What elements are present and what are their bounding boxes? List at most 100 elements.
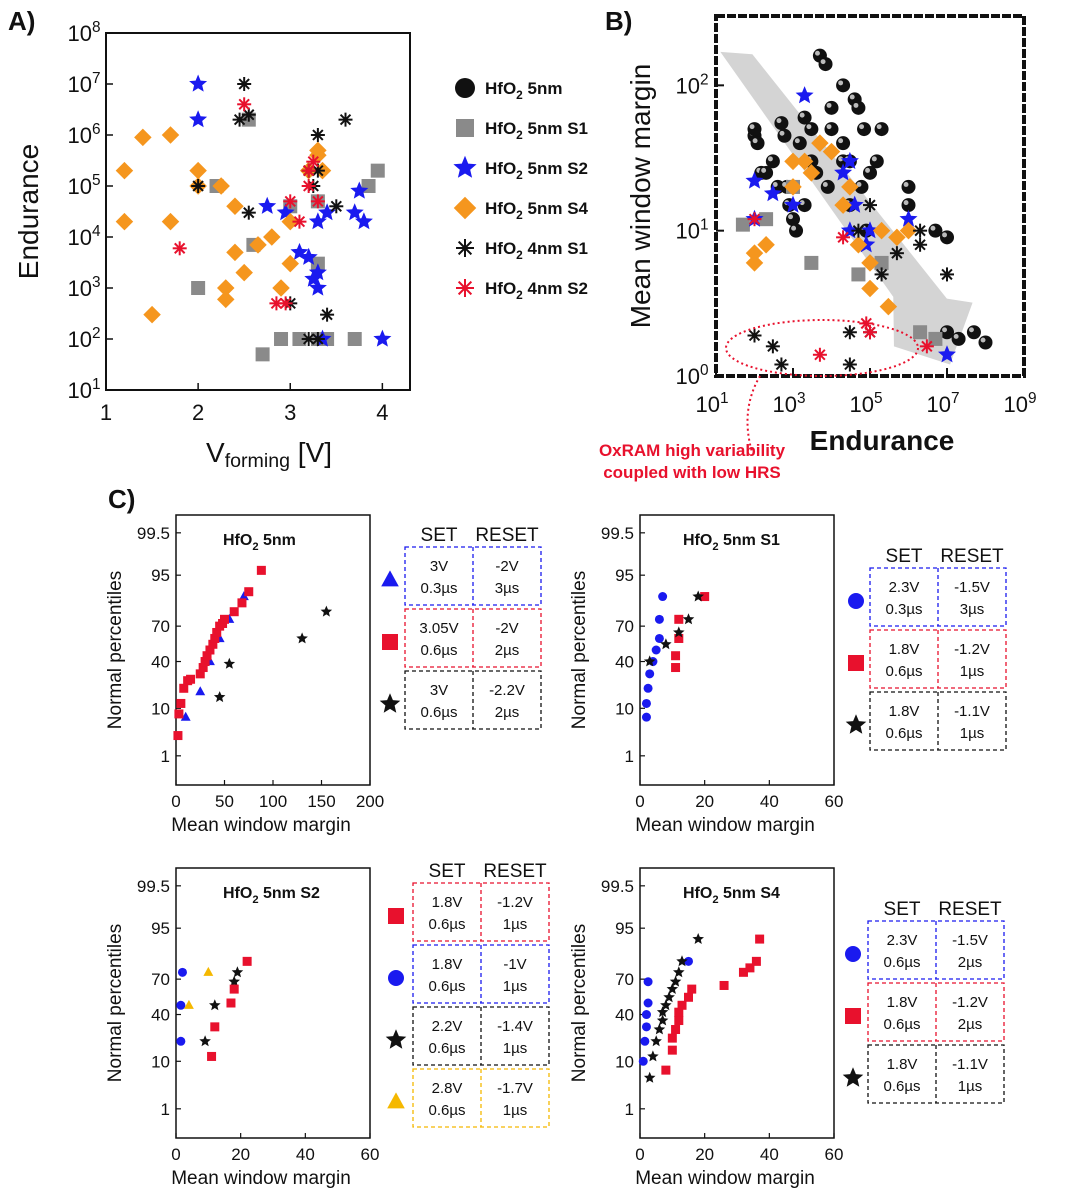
table-cell: -1.7V	[497, 1080, 533, 1097]
table-cell: 1.8V	[887, 994, 918, 1011]
data-point	[210, 633, 220, 643]
data-point	[208, 639, 218, 649]
data-point	[310, 194, 325, 209]
data-point	[684, 992, 693, 1002]
data-point	[684, 956, 693, 966]
chart-c4: 0 20 40 60 1 10 40 70 95 99.5 Normal percentiles Me…	[569, 867, 1005, 1188]
data-point	[747, 212, 762, 227]
x-tick-label: 101	[695, 390, 728, 417]
legend-marker	[456, 279, 474, 297]
data-point	[784, 178, 802, 196]
data-point	[310, 128, 325, 142]
table-row-marker	[845, 714, 867, 734]
x-tick-label: 20	[231, 1145, 250, 1164]
y-tick-label: 105	[67, 172, 100, 199]
data-point	[913, 325, 928, 340]
x-axis-title: Mean window margin	[171, 1168, 351, 1188]
plot-frame	[639, 867, 835, 1139]
y-tick-label: 10	[151, 1052, 170, 1071]
data-point	[759, 212, 774, 227]
data-point	[854, 179, 869, 194]
plot-frame	[175, 514, 371, 786]
table-cell: 2.3V	[887, 932, 918, 949]
data-point	[673, 966, 685, 978]
table-row-marker	[845, 946, 861, 962]
data-point	[195, 686, 206, 696]
data-point	[203, 966, 214, 976]
data-point	[654, 614, 664, 624]
data-point	[759, 165, 774, 180]
data-point	[820, 179, 835, 194]
y-tick-label: 95	[151, 566, 170, 585]
y-tick-label: 1	[625, 747, 634, 766]
data-point	[191, 179, 206, 193]
data-point	[784, 152, 802, 171]
y-tick-label: 102	[67, 325, 100, 352]
data-point	[299, 247, 318, 265]
data-point	[274, 332, 289, 346]
data-point	[671, 663, 681, 673]
data-point	[115, 212, 134, 231]
x-tick-label: 40	[760, 1145, 779, 1164]
data-point	[308, 278, 327, 296]
table-header-reset: RESET	[940, 546, 1004, 567]
table-cell: 0.6µs	[884, 1078, 921, 1095]
data-point	[851, 100, 866, 115]
table-cell: 0.6µs	[429, 916, 466, 933]
data-point	[199, 1035, 211, 1047]
data-point	[841, 178, 859, 196]
table-cell: 1µs	[503, 1040, 528, 1057]
data-point	[161, 212, 180, 231]
legend-label: HfO2 4nm S1	[485, 239, 588, 262]
data-point	[765, 339, 780, 354]
data-point	[660, 999, 672, 1011]
data-point	[863, 165, 877, 180]
data-point	[220, 614, 229, 624]
data-point	[641, 1010, 651, 1020]
data-point	[719, 980, 729, 990]
y-tick-label: 10	[151, 699, 170, 718]
legend: HfO2 5nm HfO2 5nm S1 HfO2 5nm S2 HfO2 5nm S…	[453, 78, 589, 302]
data-point	[677, 1000, 687, 1010]
data-point	[638, 1056, 648, 1066]
data-point	[824, 122, 839, 137]
data-point	[774, 357, 789, 372]
parameter-table: SET RESET 2.3V 0.6µs -1.5V 2µs 1.8V 0.6µs -1.2V 2…	[842, 899, 1005, 1104]
legend-marker	[453, 196, 477, 220]
data-point	[212, 627, 222, 637]
data-point	[296, 632, 308, 644]
legend-marker	[456, 239, 474, 257]
data-point	[292, 332, 307, 346]
table-cell: 2.3V	[889, 579, 920, 596]
table-cell: 0.6µs	[886, 725, 923, 742]
data-point	[978, 335, 993, 350]
legend-label: HfO2 5nm S1	[485, 119, 588, 142]
x-tick-label: 200	[356, 792, 384, 811]
data-point	[874, 267, 889, 282]
table-cell: 3µs	[960, 601, 985, 618]
data-point	[671, 651, 681, 661]
table-cell: 2µs	[958, 1016, 983, 1033]
x-tick-label: 4	[376, 400, 388, 425]
parameter-table: SET RESET 2.3V 0.3µs -1.5V 3µs 1.8V 0.6µs -1.2V 1…	[845, 546, 1007, 751]
legend-label: HfO2 5nm S4	[485, 199, 589, 222]
data-point	[795, 152, 814, 171]
data-point	[747, 328, 762, 343]
y-tick-label: 95	[615, 919, 634, 938]
data-point	[191, 281, 206, 295]
data-point	[913, 237, 928, 252]
table-cell: 3µs	[495, 580, 520, 597]
legend-label: HfO2 4nm S2	[485, 279, 588, 302]
legend-marker	[453, 155, 477, 178]
data-point	[308, 212, 327, 230]
data-point	[840, 151, 859, 169]
table-row-marker	[848, 655, 864, 671]
y-tick-label: 107	[67, 70, 100, 97]
data-point	[237, 77, 252, 91]
data-point	[851, 223, 866, 238]
x-tick-label: 20	[695, 792, 714, 811]
y-tick-label: 104	[67, 223, 100, 250]
data-point	[241, 107, 256, 122]
data-point	[641, 712, 651, 722]
data-point	[228, 975, 240, 987]
